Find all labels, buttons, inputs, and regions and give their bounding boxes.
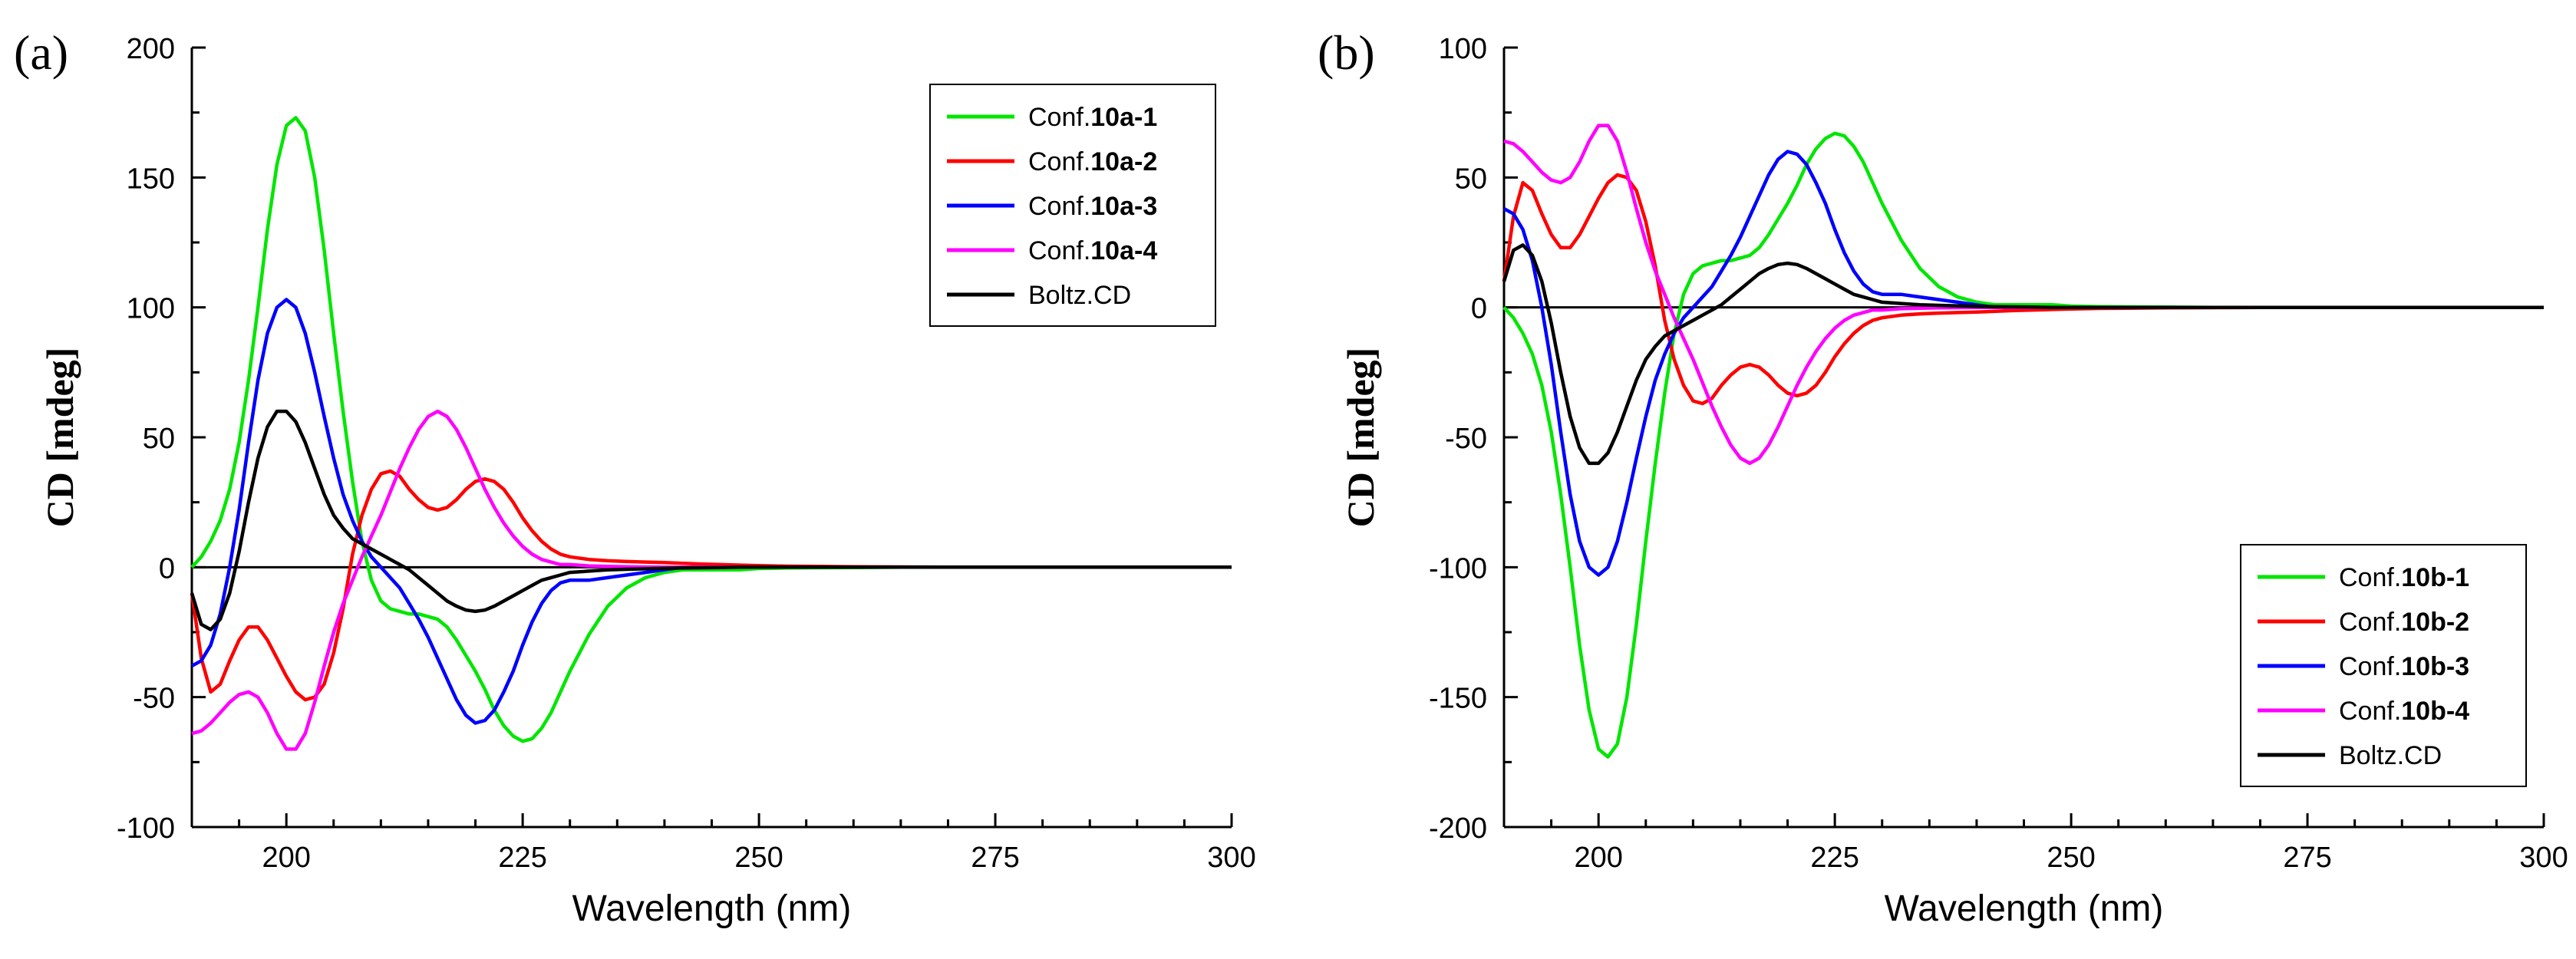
legend-label: Conf.10a-4 [1028,236,1157,265]
series-line-boltz-cd [1502,243,2544,466]
y-axis-label: CD [mdeg] [1339,348,1382,528]
x-tick-label: 250 [2047,842,2095,874]
legend-label: Conf.10b-1 [2339,563,2469,592]
legend-label: Conf.10a-1 [1028,103,1157,132]
panel-label: (a) [14,25,68,80]
y-tick-label: -100 [117,812,175,845]
x-tick-label: 275 [2283,842,2331,874]
panel-label: (b) [1318,25,1375,80]
legend-label: Conf.10a-3 [1028,192,1157,221]
x-tick-label: 300 [1207,842,1255,874]
y-tick-label: 50 [143,423,175,455]
y-tick-label: 150 [127,163,175,195]
series-line-boltz-cd [190,409,1232,631]
x-axis-label: Wavelength (nm) [572,888,852,929]
x-tick-label: 225 [498,842,546,874]
x-axis-label: Wavelength (nm) [1885,888,2164,929]
y-tick-label: -200 [1429,812,1487,845]
y-tick-label: -50 [133,683,175,715]
x-tick-label: 200 [1574,842,1622,874]
legend-label: Conf.10a-2 [1028,147,1157,176]
x-tick-label: 250 [734,842,783,874]
legend-label: Conf.10b-4 [2339,697,2469,726]
y-tick-label: -50 [1445,423,1487,455]
series-line-conf-10a-1 [190,116,1232,743]
series-line-conf-10b-3 [1502,150,2544,577]
y-tick-label: -150 [1429,683,1487,715]
legend: Conf.10b-1 Conf.10b-2 Conf.10b-3 Conf.10b-4… [2240,544,2527,787]
y-tick-label: 100 [127,293,175,325]
legend-label: Boltz.CD [2339,741,2442,770]
y-tick-label: -100 [1429,552,1487,585]
y-tick-label: 0 [1471,293,1487,325]
y-tick-label: 50 [1455,163,1487,195]
y-axis-label: CD [mdeg] [38,348,81,528]
series-line-conf-10a-2 [190,469,1232,702]
x-tick-label: 275 [971,842,1019,874]
series-line-conf-10b-2 [1502,173,2544,406]
y-tick-label: 100 [1439,33,1487,65]
series-line-conf-10b-1 [1502,131,2544,759]
y-tick-label: 200 [127,33,175,65]
legend: Conf.10a-1 Conf.10a-2 Conf.10a-3 Conf.10a-4… [929,84,1216,327]
chart-panel-b: (b) -200 -150 -100 -50 0 50 100 200 225 250 275 300 W… [1318,25,2568,929]
chart-panel-a: (a) -100 -50 0 50 100 150 200 200 225 250 275 300 Wav… [14,25,1256,929]
x-tick-label: 200 [262,842,310,874]
x-tick-label: 300 [2519,842,2568,874]
y-tick-label: 0 [159,552,175,585]
legend-label: Conf.10b-3 [2339,652,2469,681]
series-line-conf-10a-3 [190,298,1232,725]
legend-label: Boltz.CD [1028,281,1131,310]
x-tick-label: 225 [1810,842,1859,874]
legend-label: Conf.10b-2 [2339,608,2469,637]
